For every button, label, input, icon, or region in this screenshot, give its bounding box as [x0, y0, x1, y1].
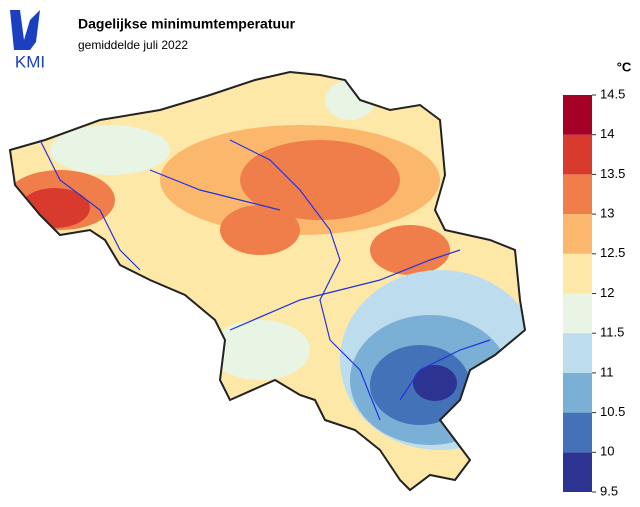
legend-swatch — [563, 452, 592, 492]
legend-swatch — [563, 333, 592, 373]
river — [229, 139, 381, 421]
river — [399, 339, 491, 401]
legend-swatch — [563, 214, 592, 254]
map-zone — [413, 365, 457, 401]
rivers — [39, 139, 491, 421]
legend-tick-label: 14 — [600, 126, 614, 141]
legend: °C 9.5 10 10.5 11 11.5 12 12.5 13 13.5 14 14.5 — [563, 59, 632, 498]
title: Dagelijkse minimumtemperatuur — [78, 16, 296, 32]
legend-swatch — [563, 253, 592, 294]
legend-swatch — [563, 293, 592, 334]
map-zone — [370, 225, 450, 275]
legend-swatch — [563, 134, 592, 175]
legend-tick-label: 9.5 — [600, 483, 618, 498]
logo-text: KMI — [15, 52, 45, 71]
legend-tick-label: 11.5 — [600, 325, 624, 340]
map-zone — [210, 320, 310, 380]
logo-mark — [10, 10, 40, 50]
logo: KMI — [10, 10, 45, 71]
legend-swatch — [563, 174, 592, 215]
legend-tick-label: 11 — [600, 364, 614, 379]
legend-swatch — [563, 372, 592, 413]
legend-tick-label: 12.5 — [600, 245, 625, 260]
river — [149, 169, 281, 211]
legend-tick-label: 10 — [600, 444, 614, 459]
legend-tick-label: 10.5 — [600, 404, 625, 419]
map-zone — [240, 140, 400, 220]
legend-swatch — [563, 412, 592, 453]
legend-tick-label: 13 — [600, 206, 614, 221]
legend-tick-label: 14.5 — [600, 86, 625, 101]
map-zone — [220, 205, 300, 255]
river — [39, 139, 141, 271]
legend-tick-label: 12 — [600, 285, 614, 300]
map-zone — [50, 125, 170, 175]
subtitle: gemiddelde juli 2022 — [78, 38, 188, 52]
legend-unit: °C — [617, 59, 632, 74]
legend-tick-label: 13.5 — [600, 166, 625, 181]
legend-swatch — [563, 95, 592, 135]
river — [229, 249, 461, 331]
